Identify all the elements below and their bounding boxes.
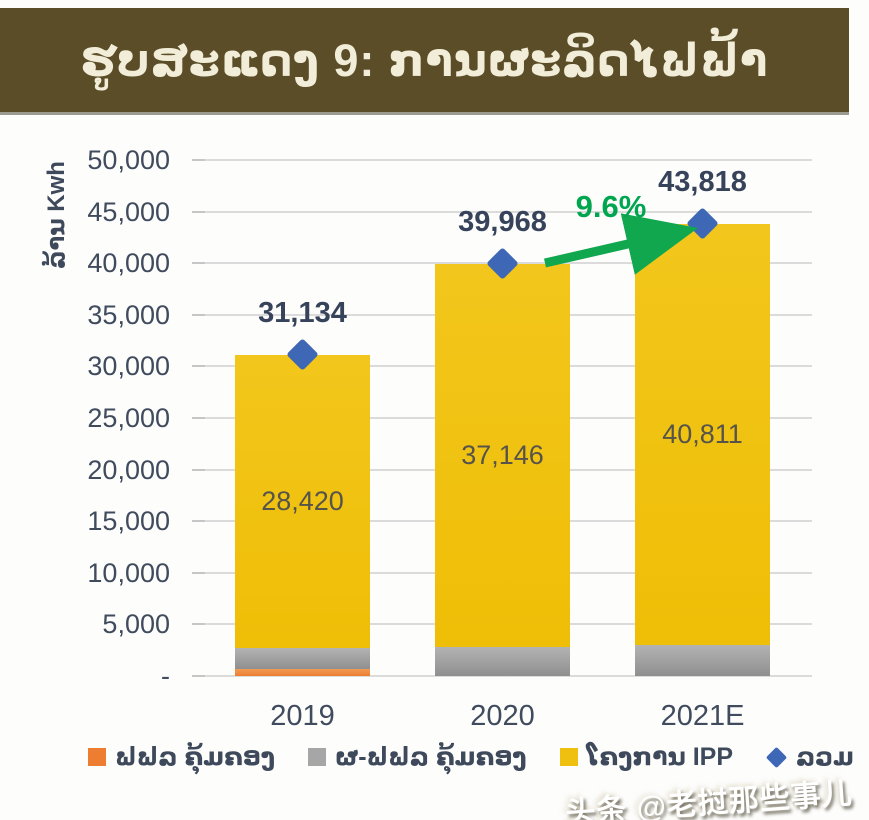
y-tick-label: 15,000 <box>87 506 170 537</box>
gridline <box>203 210 812 213</box>
legend-item-edl: ຟຟລ ຄຸ້ມຄອງ <box>88 742 275 772</box>
title-banner: ຮູບສະແດງ 9: ການຜະລິດໄຟຟ້າ <box>0 8 849 112</box>
axis-tick <box>192 417 205 419</box>
bar-segment-2019 <box>235 668 370 676</box>
x-axis-label: 2020 <box>470 700 535 732</box>
y-tick-label: 5,000 <box>102 609 170 640</box>
bar-value-label: 37,146 <box>461 440 544 471</box>
axis-tick <box>192 159 205 161</box>
bar-segment-2020 <box>435 263 570 647</box>
legend-item-total: ລວມ <box>765 742 854 772</box>
y-tick-label: 20,000 <box>87 454 170 485</box>
growth-percent-label: 9.6% <box>575 189 647 224</box>
bar-value-label: 40,811 <box>662 419 743 450</box>
legend-item-non-edl: ຜ-ຟຟລ ຄຸ້ມຄອງ <box>308 742 527 772</box>
bar-segment-2019 <box>235 354 370 648</box>
yellow-swatch-icon <box>559 748 578 766</box>
y-tick-label: 25,000 <box>87 403 170 433</box>
axis-tick <box>192 262 205 265</box>
bar-segment-2019 <box>235 647 370 669</box>
total-value-label: 31,134 <box>258 296 347 329</box>
axis-tick <box>192 365 205 368</box>
bar-value-label: 28,420 <box>261 486 344 517</box>
y-tick-label: 35,000 <box>87 299 170 330</box>
gray-swatch-icon <box>308 748 327 766</box>
legend-label: ຟຟລ ຄຸ້ມຄອງ <box>115 743 276 771</box>
legend-label: ໂຄງການ IPP <box>586 743 733 771</box>
y-tick-label: 10,000 <box>87 557 170 588</box>
y-tick-label: 40,000 <box>87 248 170 279</box>
x-axis-label: 2019 <box>270 700 335 732</box>
axis-tick <box>192 623 205 626</box>
orange-swatch-icon <box>88 748 106 766</box>
axis-tick <box>192 520 205 523</box>
chart-title: ຮູບສະແດງ 9: ການຜະລິດໄຟຟ້າ <box>80 34 769 86</box>
axis-tick <box>192 468 205 471</box>
x-axis-label: 2021E <box>660 700 745 732</box>
legend-item-ipp: ໂຄງການ IPP <box>559 742 733 772</box>
gridline <box>203 675 812 677</box>
axis-tick <box>192 210 205 213</box>
y-tick-label: 50,000 <box>87 145 170 175</box>
axis-tick <box>192 313 205 316</box>
y-tick-label: 30,000 <box>87 351 170 382</box>
axis-tick <box>192 571 205 574</box>
blue-diamond-icon <box>765 746 788 768</box>
y-tick-label: - <box>161 661 170 691</box>
legend: ຟຟລ ຄຸ້ມຄອງ ຜ-ຟຟລ ຄຸ້ມຄອງ ໂຄງການ IPP ລວມ <box>88 742 854 772</box>
axis-tick <box>192 675 205 677</box>
y-tick-label: 45,000 <box>87 196 170 227</box>
legend-label: ລວມ <box>796 743 854 771</box>
bar-segment-2021E <box>635 644 770 676</box>
total-value-label: 39,968 <box>458 205 547 238</box>
gridline <box>203 159 812 161</box>
total-value-label: 43,818 <box>658 165 747 198</box>
bar-segment-2020 <box>435 646 570 676</box>
legend-label: ຜ-ຟຟລ ຄຸ້ມຄອງ <box>335 743 527 771</box>
bar-segment-2021E <box>635 223 770 645</box>
